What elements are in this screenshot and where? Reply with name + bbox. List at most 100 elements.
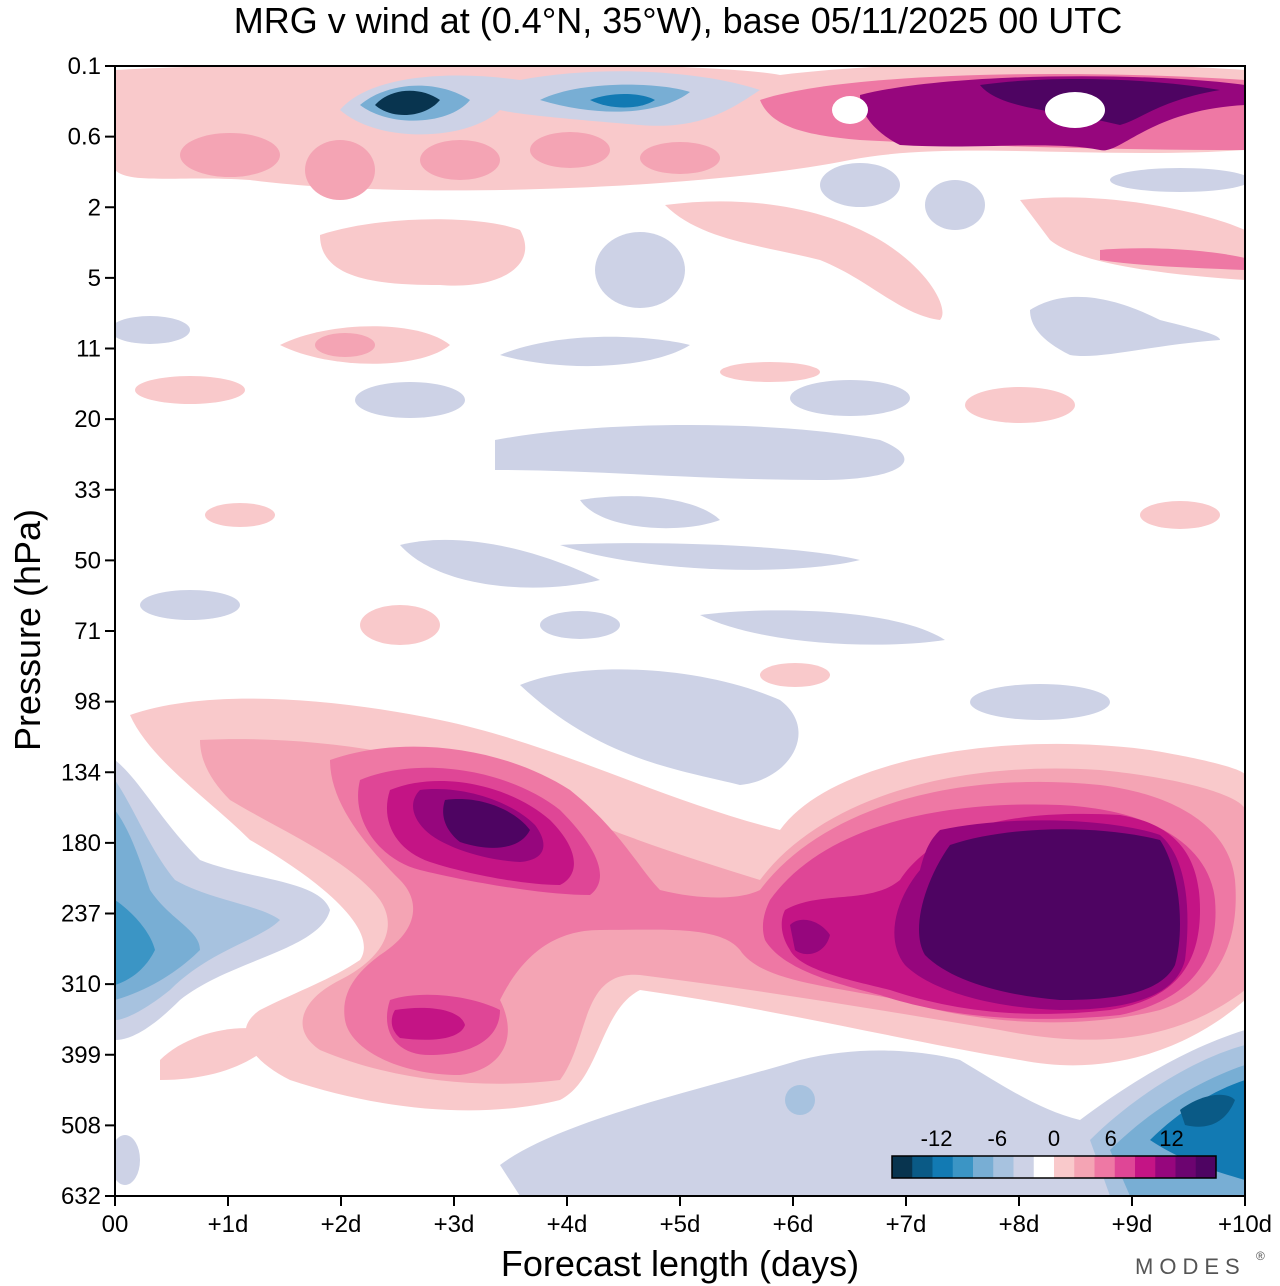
y-tick-label: 399 [61,1042,101,1069]
colorbar-swatch [1135,1156,1156,1178]
colorbar-swatch [973,1156,994,1178]
contour-neg-12 [115,316,190,344]
colorbar-label: 12 [1159,1126,1183,1151]
contour-field [115,66,1245,1196]
contour-pos-17 [965,387,1075,423]
contour-strat-white-hole2 [832,96,868,124]
x-tick-label: +7d [886,1211,927,1238]
contour-neg-11 [1030,296,1220,357]
x-tick-label: +9d [1112,1211,1153,1238]
x-tick-label: +5d [660,1211,701,1238]
contour-neg-23 [560,543,860,570]
contour-strat-white-hole [1045,92,1105,128]
chart-title: MRG v wind at (0.4°N, 35°W), base 05/11/… [234,0,1123,41]
contour-neg-6 [595,232,685,308]
contour-pos-20 [205,503,275,527]
x-tick-label: +8d [999,1211,1040,1238]
x-axis-title: Forecast length (days) [501,1243,859,1284]
y-tick-label: 2 [88,194,101,221]
colorbar-swatch [1114,1156,1136,1178]
colorbar-label: 0 [1048,1126,1060,1151]
y-tick-label: 0.6 [68,124,101,151]
x-tick-label: +1d [208,1211,249,1238]
colorbar-swatch [932,1156,954,1178]
modes-logo: MODES [1135,1254,1246,1279]
contour-pos-13 [135,376,245,404]
colorbar-swatch [1074,1156,1095,1178]
y-tick-label: 0.1 [68,53,101,80]
colorbar-swatch [1155,1156,1176,1178]
contour-neg-29 [520,669,799,785]
x-tick-label: +10d [1218,1211,1272,1238]
modes-logo-mark: ® [1256,1249,1265,1263]
contour-neg-strat-min [375,90,440,116]
y-tick-label: 508 [61,1112,101,1139]
y-axis-title: Pressure (hPa) [7,509,48,751]
contour-neg-4 [925,180,985,230]
colorbar-label: 6 [1105,1126,1117,1151]
y-tick-label: 310 [61,971,101,998]
colorbar-swatch [1033,1156,1055,1178]
contour-pos-8b [1100,248,1245,270]
x-tick-label: +2d [321,1211,362,1238]
contour-neg-bottom-5 [1180,1094,1235,1127]
x-tick-label: +6d [773,1211,814,1238]
contour-pos-main-14 [443,799,1180,1000]
x-tick-label: +4d [547,1211,588,1238]
contour-pos-28 [760,663,830,687]
y-tick-label: 237 [61,901,101,928]
contour-neg-14 [355,382,465,418]
y-tick-label: 33 [74,477,101,504]
y-tick-label: 71 [74,618,101,645]
contour-neg-strat-min2 [590,94,655,108]
contour-pos-blob5 [640,142,720,174]
contour-pos-blob4 [530,132,610,168]
y-tick-label: 50 [74,547,101,574]
colorbar-label: -12 [921,1126,953,1151]
y-tick-label: 632 [61,1183,101,1210]
contour-neg-strat-mid [360,84,690,121]
x-axis: 00 +1d +2d +3d +4d +5d +6d +7d +8d +9d +10d [102,1196,1272,1238]
y-tick-label: 98 [74,689,101,716]
y-tick-label: 11 [76,336,101,363]
y-tick-label: 134 [61,759,101,786]
contour-pos-blob3 [420,140,500,180]
colorbar-swatch [1195,1156,1217,1178]
contour-pos-blob1 [180,133,280,177]
contour-neg-26 [700,610,945,645]
colorbar-swatch [892,1156,913,1178]
contour-neg-10 [500,336,690,367]
contour-neg-lower-left-4 [115,900,155,985]
contour-neg-27 [540,611,620,639]
colorbar: -12 -6 0 6 12 [891,1126,1217,1179]
contour-pos-9b [315,333,375,357]
contour-neg-bottom [500,1030,1245,1196]
contour-neg-16 [790,380,910,416]
y-tick-label: 20 [74,406,101,433]
contour-neg-bottom-small [785,1085,815,1115]
x-tick-label: +3d [434,1211,475,1238]
x-tick-label: 00 [102,1211,129,1238]
colorbar-swatch [1054,1156,1075,1178]
contour-pos-7 [665,201,943,320]
colorbar-label: -6 [988,1126,1008,1151]
y-tick-label: 5 [88,265,101,292]
contour-pos-25 [360,605,440,645]
contour-neg-18 [495,425,905,480]
contour-neg-5 [1110,168,1245,192]
colorbar-frame [891,1155,1217,1179]
colorbar-swatch [1175,1156,1197,1178]
colorbar-swatch [1094,1156,1116,1178]
contour-pos-15 [720,362,820,382]
y-tick-label: 180 [61,830,101,857]
contour-neg-19 [580,496,720,529]
contour-pos-blob2 [305,140,375,200]
colorbar-swatch [1013,1156,1035,1178]
contour-neg-left-bottom [115,1135,140,1185]
colorbar-swatch [912,1156,933,1178]
contour-neg-24 [140,590,240,620]
contour-pos-low-left [160,1028,280,1080]
y-axis: 0.1 0.6 2 5 11 20 33 50 71 98 134 180 237 310 399 508 63… [61,53,115,1210]
contour-neg-3 [820,163,900,207]
